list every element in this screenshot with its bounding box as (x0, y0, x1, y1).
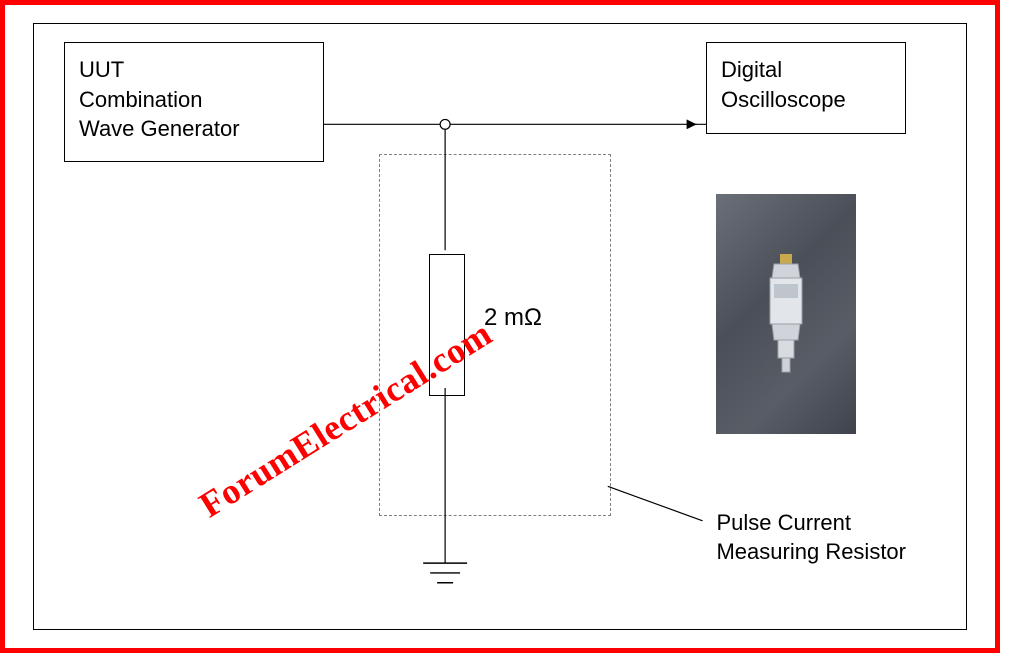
wiring-svg (34, 24, 966, 629)
outer-red-frame: UUT Combination Wave Generator Digital O… (0, 0, 1000, 653)
diagram-area: UUT Combination Wave Generator Digital O… (33, 23, 967, 630)
